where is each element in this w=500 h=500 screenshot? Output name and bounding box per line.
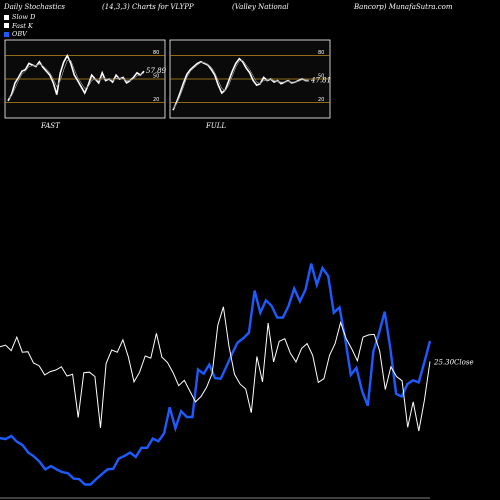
legend-item-fast-k: Fast K xyxy=(4,22,35,31)
main-close-line xyxy=(0,306,431,432)
legend-label-fast-k: Fast K xyxy=(12,21,33,30)
legend-label-slow-d: Slow D xyxy=(12,13,36,21)
header-right: Bancorp) MunafaSutra.com xyxy=(354,3,453,11)
fast-last-value-label: 57.89 xyxy=(146,67,167,75)
fast-title: FAST xyxy=(40,122,61,130)
full-tick-label-20: 20 xyxy=(318,97,324,103)
legend-item-obv: OBV xyxy=(4,30,35,39)
header-left: Daily Stochastics xyxy=(4,3,66,11)
main-last-value-label: 25.30Close xyxy=(433,358,474,366)
full-slow-d-line-inner xyxy=(172,60,310,109)
main-panel: 25.30Close xyxy=(0,263,474,499)
main-obv-line xyxy=(0,263,432,486)
fast-tick-label-50: 50 xyxy=(153,74,159,80)
legend-label-obv: OBV xyxy=(12,30,27,38)
fast-panel: 80 50 20 57.89 FAST xyxy=(4,39,167,130)
header-company: (Valley National xyxy=(232,3,289,11)
fast-slow-d-line-inner xyxy=(7,60,145,99)
fast-tick-label-20: 20 xyxy=(153,97,159,103)
main-last-value: 25.30 xyxy=(433,358,455,366)
full-tick-label-80: 80 xyxy=(318,50,324,56)
full-last-value-label: 47.81 xyxy=(310,77,331,85)
legend: Slow D Fast K OBV xyxy=(4,13,35,39)
legend-swatch-fast-k xyxy=(4,23,9,29)
legend-item-slow-d: Slow D xyxy=(4,13,35,22)
fast-tick-label-80: 80 xyxy=(153,50,159,56)
header-params: (14,3,3) Charts for VLYPP xyxy=(102,3,194,11)
main-last-value-suffix: Close xyxy=(454,358,474,366)
full-panel: 80 50 20 47.81 FULL xyxy=(169,39,331,130)
full-tick-label-50: 50 xyxy=(318,74,324,80)
legend-swatch-slow-d xyxy=(4,14,9,20)
legend-swatch-obv xyxy=(4,31,9,37)
full-title: FULL xyxy=(205,122,226,130)
